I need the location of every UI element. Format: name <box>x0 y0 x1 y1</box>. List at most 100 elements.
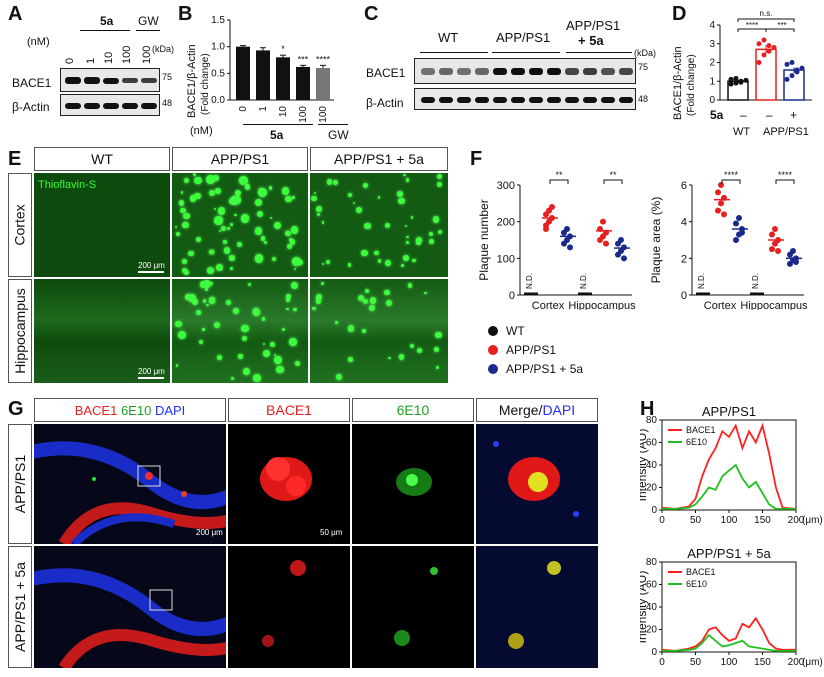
h-xunit: (μm) <box>802 657 823 668</box>
plaque-dot <box>202 298 207 303</box>
d-point <box>771 45 777 50</box>
h-xtick-label: 0 <box>659 657 665 668</box>
f-legend-wt: WT <box>506 324 525 338</box>
f-app-point <box>603 240 609 247</box>
plaque-dot <box>177 330 186 339</box>
f-app-point <box>721 211 727 218</box>
plaque-dot <box>377 196 381 199</box>
plaque-dot <box>268 185 273 190</box>
plaque-dot <box>233 196 242 205</box>
plaque-dot <box>241 336 247 342</box>
b-xtick-label: 1 <box>258 106 269 112</box>
plaque-dot <box>406 235 409 239</box>
h-legend-label: 6E10 <box>686 437 707 447</box>
b-sig: *** <box>298 54 309 64</box>
plaque-dot <box>253 374 262 383</box>
d-point <box>794 67 800 73</box>
plaque-dot <box>288 237 292 241</box>
c-group-treated-b: + 5a <box>578 33 604 48</box>
g-row-treated: APP/PS1 + 5a <box>8 546 32 668</box>
plaque-dot <box>358 294 365 301</box>
d-point <box>789 60 795 65</box>
f-ytick-label: 300 <box>497 180 515 192</box>
plaque-dot <box>377 259 382 263</box>
g-col-overview: BACE1 6E10 DAPI <box>34 398 226 422</box>
plaque-dot <box>210 250 215 255</box>
plaque-dot <box>204 288 208 292</box>
c-kda: (kDa) <box>634 48 656 58</box>
f-app-point <box>549 204 555 210</box>
plaque-dot <box>404 225 407 228</box>
plaque-dot <box>233 308 239 314</box>
f-ytick-label: 0 <box>681 290 687 302</box>
plaque-dot <box>436 173 442 180</box>
g-row-app: APP/PS1 <box>8 424 32 544</box>
h-ytick-label: 80 <box>646 557 658 568</box>
b-ytick-label: 1.0 <box>211 42 225 53</box>
plaque-dot <box>432 216 440 223</box>
plaque-dot <box>433 347 439 352</box>
d-point <box>733 75 739 81</box>
a-5a-label: 5a <box>100 14 114 28</box>
f-ytick-label: 100 <box>497 253 515 265</box>
panel-label-d: D <box>672 3 687 25</box>
plaque-dot <box>364 222 371 230</box>
h-frame <box>661 419 797 511</box>
f-treated-point <box>564 226 570 232</box>
f-xtick-label: Cortex <box>532 300 565 310</box>
f-sig: ** <box>555 170 563 180</box>
b-bar <box>256 50 270 100</box>
f-xtick-label: Cortex <box>704 300 737 310</box>
plaque-dot <box>362 182 369 189</box>
f-app-point <box>769 246 775 253</box>
f-bracket <box>603 179 623 184</box>
plaque-dot <box>436 181 442 187</box>
a-conc-0: 0 <box>64 57 76 64</box>
b-xtick-label: 100 <box>298 106 309 123</box>
f-legend-treated: APP/PS1 + 5a <box>506 362 584 376</box>
plaque-dot <box>369 296 377 304</box>
f-app-point <box>772 226 778 232</box>
plaque-dot <box>289 338 297 346</box>
h-xtick-label: 0 <box>659 515 665 526</box>
plaque-dot <box>336 373 343 380</box>
c-band-actin <box>493 97 507 103</box>
panel-label-e: E <box>8 148 22 170</box>
d-bracket-2 <box>765 28 795 32</box>
plaque-dot <box>221 225 227 231</box>
a-mw-75: 75 <box>162 72 173 82</box>
plaque-dot <box>403 254 410 261</box>
plaque-dot <box>384 223 391 229</box>
plaque-dot <box>189 194 197 202</box>
plaque-dot <box>273 353 276 356</box>
f-legend-app: APP/PS1 <box>506 343 557 357</box>
plaque-dot <box>286 298 291 303</box>
f-bracket <box>775 179 795 184</box>
f-app-point <box>715 189 721 196</box>
c-band-actin <box>439 97 453 103</box>
f-bracket <box>721 179 741 184</box>
b-group-5a: 5a <box>270 128 284 142</box>
h-frame <box>661 561 797 653</box>
h-xtick-label: 200 <box>788 515 805 526</box>
e-stain-label: Thioflavin-S <box>38 179 97 191</box>
plaque-dot <box>202 328 205 331</box>
d-point <box>756 60 762 65</box>
c-band-actin <box>619 97 633 103</box>
d-point <box>784 61 790 67</box>
c-blot-actin <box>414 88 636 110</box>
h-title: APP/PS1 <box>702 404 756 419</box>
plaque-dot <box>368 305 376 312</box>
plaque-dot <box>188 294 197 303</box>
plaque-dot <box>321 220 325 224</box>
d-point <box>738 79 744 85</box>
h-series-6e10 <box>662 463 796 510</box>
plaque-dot <box>388 356 391 360</box>
b-group-gw: GW <box>328 128 349 142</box>
plaque-dot <box>181 268 187 274</box>
h-ytick-label: 0 <box>651 505 657 516</box>
f-bracket <box>549 179 569 184</box>
d-treat-0: – <box>740 108 747 122</box>
plaque-dot <box>321 262 325 266</box>
